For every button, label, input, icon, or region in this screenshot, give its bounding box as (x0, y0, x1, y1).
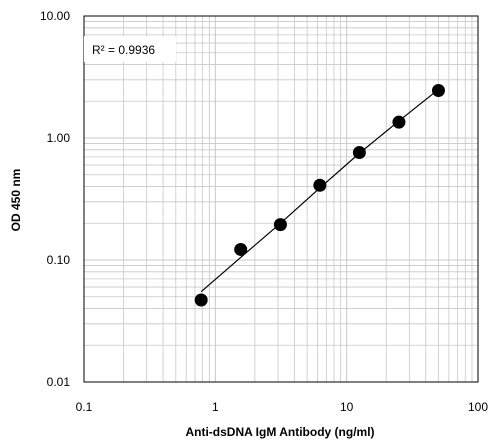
x-tick-label: 10 (340, 400, 354, 414)
x-axis-title: Anti-dsDNA IgM Antibody (ng/ml) (185, 425, 374, 439)
y-tick-label: 10.00 (40, 9, 70, 23)
data-point (234, 242, 248, 256)
r-squared-annotation: R² = 0.9936 (84, 36, 176, 62)
data-point (194, 293, 208, 307)
y-tick-label: 0.10 (47, 253, 71, 267)
data-point (431, 84, 445, 98)
x-tick-label: 1 (212, 400, 219, 414)
x-tick-label: 100 (468, 400, 488, 414)
y-axis-title: OD 450 nm (9, 169, 23, 232)
plot-area-border (83, 15, 479, 383)
grid-lines (83, 16, 478, 383)
data-point (352, 146, 366, 160)
annotation-box (84, 36, 176, 62)
y-tick-label: 0.01 (47, 375, 71, 389)
y-tick-label: 1.00 (47, 131, 71, 145)
x-tick-label: 0.1 (76, 400, 93, 414)
data-point (392, 115, 406, 129)
y-tick-labels: 0.01 0.10 1.00 10.00 (40, 9, 70, 389)
data-point (273, 218, 287, 232)
x-tick-labels: 0.1 1 10 100 (76, 400, 489, 414)
data-points (194, 84, 445, 307)
annotation-text: R² = 0.9936 (92, 43, 155, 57)
data-point (313, 178, 327, 192)
